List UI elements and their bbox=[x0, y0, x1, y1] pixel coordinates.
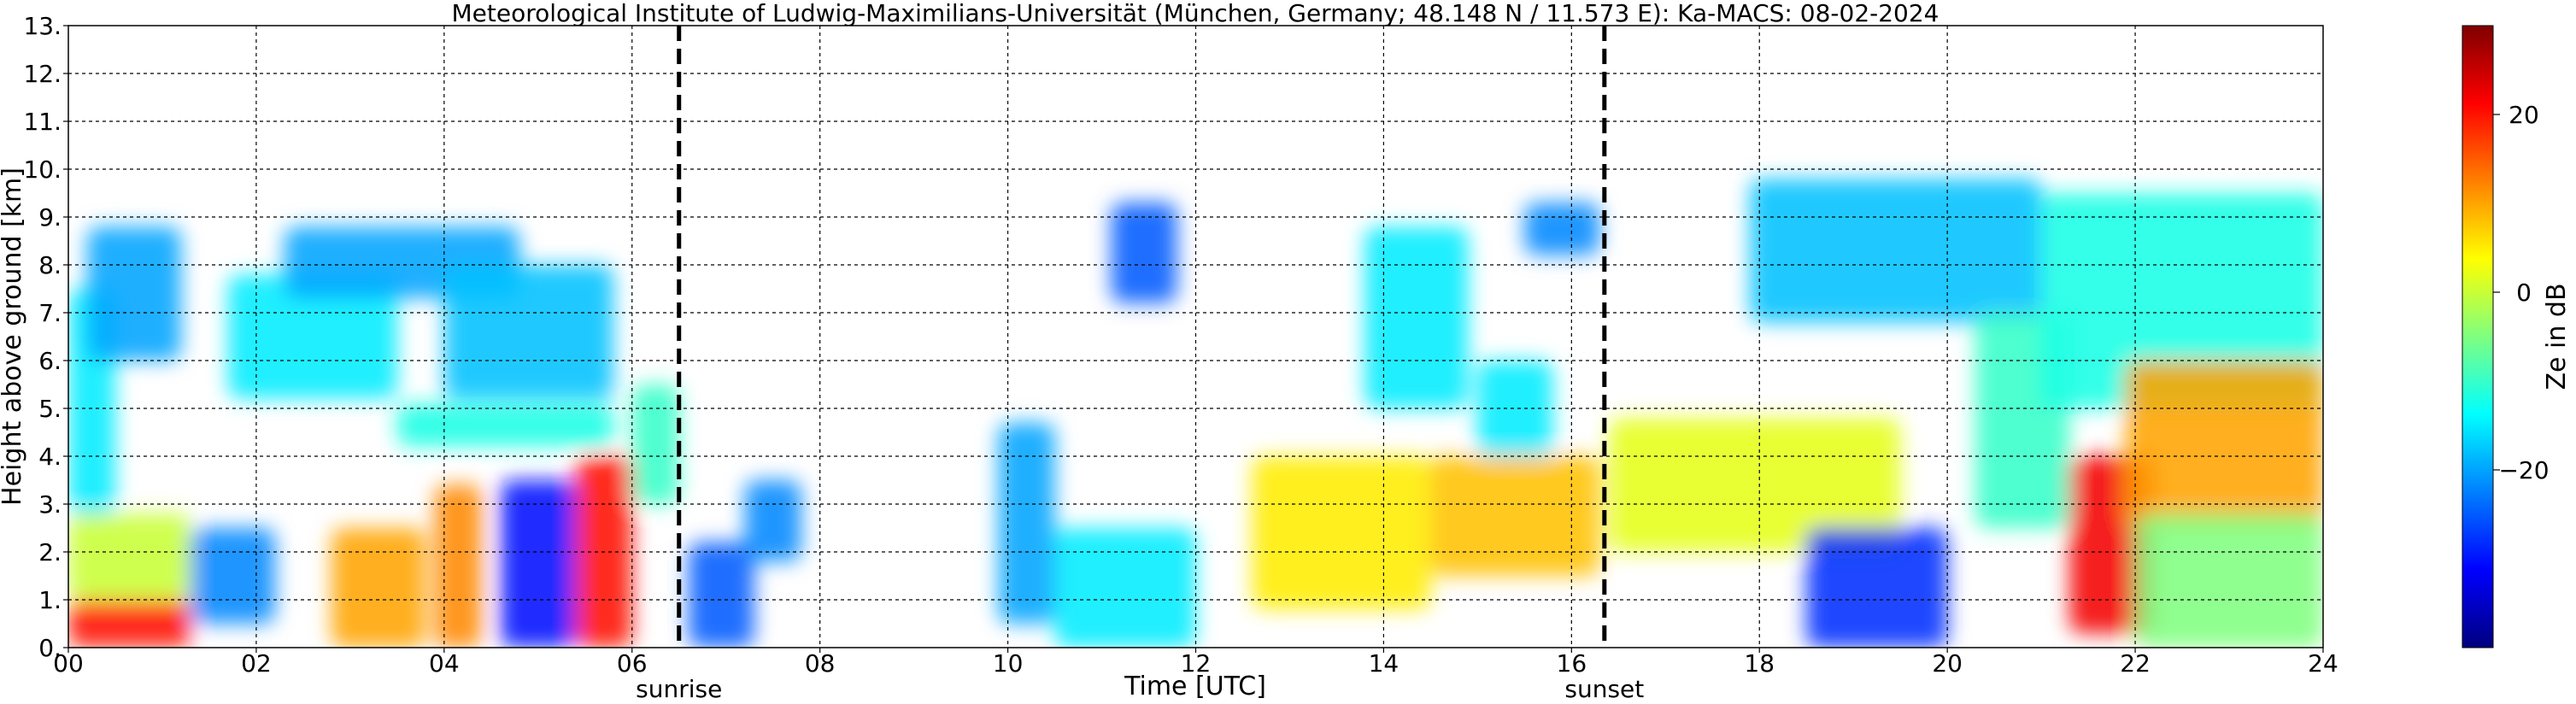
echo-region bbox=[744, 480, 801, 562]
echo-region bbox=[1054, 528, 1196, 648]
echo-region bbox=[1252, 456, 1431, 610]
colorbar: 20 0 −20 Ze in dB bbox=[2462, 25, 2572, 648]
x-tick-label: 02 bbox=[241, 649, 272, 678]
y-tick-label: 6. bbox=[38, 347, 62, 375]
y-tick-label: 7. bbox=[38, 299, 62, 327]
x-axis-ticks: 00 02 04 06 08 10 12 14 16 18 20 22 24 bbox=[53, 648, 2338, 678]
y-tick-label: 10. bbox=[23, 155, 62, 184]
y-tick-label: 2. bbox=[38, 538, 62, 566]
echo-region bbox=[2135, 513, 2323, 648]
colorbar-tick-label: 0 bbox=[2516, 279, 2532, 307]
echo-region bbox=[443, 265, 613, 399]
y-tick-label: 1. bbox=[38, 586, 62, 614]
x-tick-label: 20 bbox=[1932, 649, 1963, 678]
colorbar-label: Ze in dB bbox=[2542, 283, 2572, 390]
echo-region bbox=[434, 484, 482, 648]
echo-region bbox=[396, 403, 613, 447]
echo-region bbox=[68, 600, 191, 648]
colorbar-ticks: 20 0 −20 bbox=[2493, 101, 2550, 484]
x-tick-label: 18 bbox=[1744, 649, 1775, 678]
echo-region bbox=[1364, 226, 1469, 408]
chart-title: Meteorological Institute of Ludwig-Maxim… bbox=[451, 0, 1939, 27]
echo-region bbox=[227, 274, 397, 399]
echo-region bbox=[68, 513, 191, 600]
y-tick-label: 5. bbox=[38, 395, 62, 423]
echo-region bbox=[2041, 193, 2323, 408]
echo-region bbox=[1111, 202, 1177, 303]
colorbar-tick-label: −20 bbox=[2498, 456, 2549, 484]
x-tick-label: 06 bbox=[617, 649, 648, 678]
echo-region bbox=[331, 528, 425, 648]
colorbar-gradient bbox=[2462, 25, 2494, 648]
echo-region bbox=[86, 226, 181, 361]
y-tick-label: 0. bbox=[38, 634, 62, 662]
echo-region bbox=[631, 384, 679, 504]
x-tick-label: 22 bbox=[2120, 649, 2151, 678]
day-markers: sunrise sunset bbox=[636, 26, 1644, 703]
sunrise-label: sunrise bbox=[636, 675, 722, 703]
y-tick-label: 4. bbox=[38, 443, 62, 471]
echo-region bbox=[1430, 456, 1600, 576]
sunset-label: sunset bbox=[1564, 675, 1644, 703]
echo-region bbox=[1806, 528, 1948, 648]
x-tick-label: 08 bbox=[805, 649, 836, 678]
y-tick-label: 3. bbox=[38, 490, 62, 519]
colorbar-tick-label: 20 bbox=[2509, 101, 2539, 129]
x-tick-label: 04 bbox=[429, 649, 460, 678]
x-tick-label: 12 bbox=[1181, 649, 1212, 678]
reflectivity-field bbox=[68, 179, 2323, 648]
echo-region bbox=[1750, 179, 2042, 323]
y-tick-label: 9. bbox=[38, 203, 62, 232]
x-tick-label: 10 bbox=[993, 649, 1024, 678]
echo-region bbox=[500, 480, 576, 648]
echo-region bbox=[190, 528, 275, 624]
x-tick-label: 00 bbox=[53, 649, 84, 678]
echo-region bbox=[1477, 361, 1553, 456]
y-tick-label: 13. bbox=[23, 12, 62, 40]
y-tick-label: 12. bbox=[23, 60, 62, 88]
echo-region bbox=[688, 542, 754, 648]
x-tick-label: 24 bbox=[2308, 649, 2338, 678]
y-axis-ticks: 0. 1. 2. 3. 4. 5. 6. 7. 8. 9. 10. 11. 12. 13. bbox=[23, 12, 68, 662]
x-axis-label: Time [UTC] bbox=[1124, 672, 1266, 701]
y-tick-label: 8. bbox=[38, 251, 62, 279]
x-tick-label: 14 bbox=[1369, 649, 1399, 678]
y-axis-label: Height above ground [km] bbox=[0, 167, 27, 506]
echo-region bbox=[2126, 361, 2323, 528]
grid-lines bbox=[68, 26, 2323, 648]
echo-region bbox=[1609, 418, 1901, 552]
x-tick-label: 16 bbox=[1557, 649, 1587, 678]
plot-area: sunrise sunset bbox=[67, 25, 2324, 703]
y-tick-label: 11. bbox=[23, 108, 62, 136]
echo-region bbox=[998, 422, 1055, 624]
echo-region bbox=[1524, 202, 1600, 255]
